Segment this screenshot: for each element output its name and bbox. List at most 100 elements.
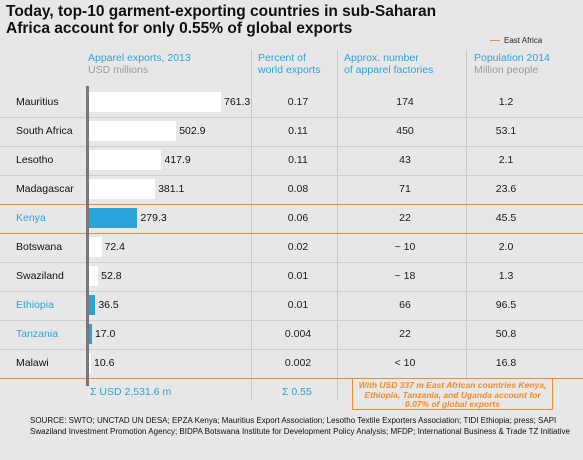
row-separator bbox=[0, 320, 583, 321]
table-row: Malawi 0.002 < 10 16.8 bbox=[16, 349, 583, 378]
row-separator bbox=[0, 378, 583, 379]
population-cell: 45.5 bbox=[495, 212, 517, 224]
bar-value-label: 10.6 bbox=[94, 357, 115, 369]
factories-cell: 22 bbox=[399, 328, 411, 340]
percent-cell: 0.02 bbox=[287, 241, 309, 253]
table-row: South Africa 0.11 450 53.1 bbox=[16, 117, 583, 146]
percent-cell: 0.06 bbox=[287, 212, 309, 224]
population-cell: 23.6 bbox=[495, 183, 517, 195]
bar-value-label: 502.9 bbox=[179, 125, 206, 137]
chart-title: Today, top-10 garment-exporting countrie… bbox=[6, 3, 437, 37]
country-name: Lesotho bbox=[16, 154, 54, 166]
country-name: Swaziland bbox=[16, 270, 64, 282]
header-population-label: Population 2014 bbox=[474, 52, 550, 64]
row-separator bbox=[0, 233, 583, 234]
country-name: Madagascar bbox=[16, 183, 74, 195]
header-exports-label: Apparel exports, 2013 bbox=[88, 52, 191, 64]
bar-value-label: 72.4 bbox=[104, 241, 125, 253]
population-cell: 2.1 bbox=[498, 154, 514, 166]
total-exports: Σ USD 2,531.6 m bbox=[90, 386, 172, 398]
percent-cell: 0.01 bbox=[287, 270, 309, 282]
row-separator bbox=[0, 262, 583, 263]
legend-swatch bbox=[490, 39, 500, 42]
percent-cell: 0.01 bbox=[287, 299, 309, 311]
bar-value-label: 36.5 bbox=[98, 299, 119, 311]
table-row: Botswana 0.02 ~ 10 2.0 bbox=[16, 233, 583, 262]
header-exports-unit: USD millions bbox=[88, 64, 149, 76]
legend: East Africa bbox=[490, 36, 542, 45]
row-separator bbox=[0, 204, 583, 205]
population-cell: 1.3 bbox=[498, 270, 514, 282]
bar bbox=[89, 150, 162, 170]
population-cell: 2.0 bbox=[498, 241, 514, 253]
table-row: Lesotho 0.11 43 2.1 bbox=[16, 146, 583, 175]
factories-cell: 66 bbox=[399, 299, 411, 311]
percent-cell: 0.11 bbox=[288, 154, 308, 166]
row-separator bbox=[0, 175, 583, 176]
column-divider bbox=[466, 50, 467, 400]
population-cell: 50.8 bbox=[495, 328, 517, 340]
table-row: Mauritius 0.17 174 1.2 bbox=[16, 88, 583, 117]
bar bbox=[89, 121, 177, 141]
bar bbox=[89, 266, 99, 286]
total-percent: Σ 0.55 bbox=[282, 386, 312, 398]
bar bbox=[89, 179, 156, 199]
header-factories-line2: of apparel factories bbox=[344, 64, 434, 76]
percent-cell: 0.11 bbox=[288, 125, 308, 137]
bar bbox=[89, 324, 92, 344]
header-population-unit: Million people bbox=[474, 64, 539, 76]
bar bbox=[89, 92, 221, 112]
bar bbox=[89, 353, 91, 373]
factories-cell: ~ 18 bbox=[394, 270, 416, 282]
bar bbox=[89, 295, 96, 315]
country-name: Ethiopia bbox=[16, 299, 54, 311]
percent-cell: 0.17 bbox=[287, 96, 309, 108]
table-row: Swaziland 0.01 ~ 18 1.3 bbox=[16, 262, 583, 291]
header-exports: Apparel exports, 2013 USD millions bbox=[88, 52, 191, 76]
factories-cell: 71 bbox=[399, 183, 411, 195]
table-row: Kenya 0.06 22 45.5 bbox=[16, 204, 583, 233]
row-separator bbox=[0, 146, 583, 147]
header-percent-line2: world exports bbox=[258, 64, 321, 76]
row-separator bbox=[0, 291, 583, 292]
bar-value-label: 381.1 bbox=[158, 183, 185, 195]
percent-cell: 0.004 bbox=[284, 328, 312, 340]
bar-value-label: 52.8 bbox=[101, 270, 122, 282]
legend-label: East Africa bbox=[504, 36, 543, 45]
factories-cell: 174 bbox=[396, 96, 414, 108]
row-separator bbox=[0, 349, 583, 350]
country-name: Mauritius bbox=[16, 96, 59, 108]
population-cell: 16.8 bbox=[495, 357, 517, 369]
factories-cell: 43 bbox=[399, 154, 411, 166]
factories-cell: 450 bbox=[396, 125, 414, 137]
country-name: Malawi bbox=[16, 357, 49, 369]
bar-axis bbox=[86, 86, 89, 386]
bar-value-label: 17.0 bbox=[94, 328, 116, 340]
header-population: Population 2014 Million people bbox=[474, 52, 550, 76]
population-cell: 53.1 bbox=[495, 125, 517, 137]
population-cell: 1.2 bbox=[498, 96, 514, 108]
source-text: SOURCE: SWTO; UNCTAD UN DESA; EPZA Kenya… bbox=[30, 416, 570, 436]
table-row: Tanzania 0.004 22 50.8 bbox=[16, 320, 583, 349]
column-divider bbox=[251, 50, 252, 400]
factories-cell: ~ 10 bbox=[394, 241, 416, 253]
bar-value-label: 417.9 bbox=[164, 154, 191, 166]
percent-cell: 0.08 bbox=[287, 183, 309, 195]
header-factories-line1: Approx. number bbox=[344, 52, 419, 64]
column-divider bbox=[337, 50, 338, 400]
country-name: Tanzania bbox=[16, 328, 59, 340]
bar bbox=[89, 237, 102, 257]
country-name: Botswana bbox=[16, 241, 63, 253]
row-separator bbox=[0, 117, 583, 118]
bar-value-label: 761.3 bbox=[224, 96, 251, 108]
header-percent: Percent of world exports bbox=[258, 52, 320, 76]
bar-value-label: 279.3 bbox=[140, 212, 167, 224]
table-row: Ethiopia 0.01 66 96.5 bbox=[16, 291, 583, 320]
header-percent-line1: Percent of bbox=[258, 52, 306, 64]
east-africa-note: With USD 337 m East African countries Ke… bbox=[352, 378, 553, 410]
table-row: Madagascar 0.08 71 23.6 bbox=[16, 175, 583, 204]
bar bbox=[89, 208, 138, 228]
header-factories: Approx. number of apparel factories bbox=[344, 52, 433, 76]
population-cell: 96.5 bbox=[495, 299, 517, 311]
country-name: South Africa bbox=[16, 125, 73, 137]
